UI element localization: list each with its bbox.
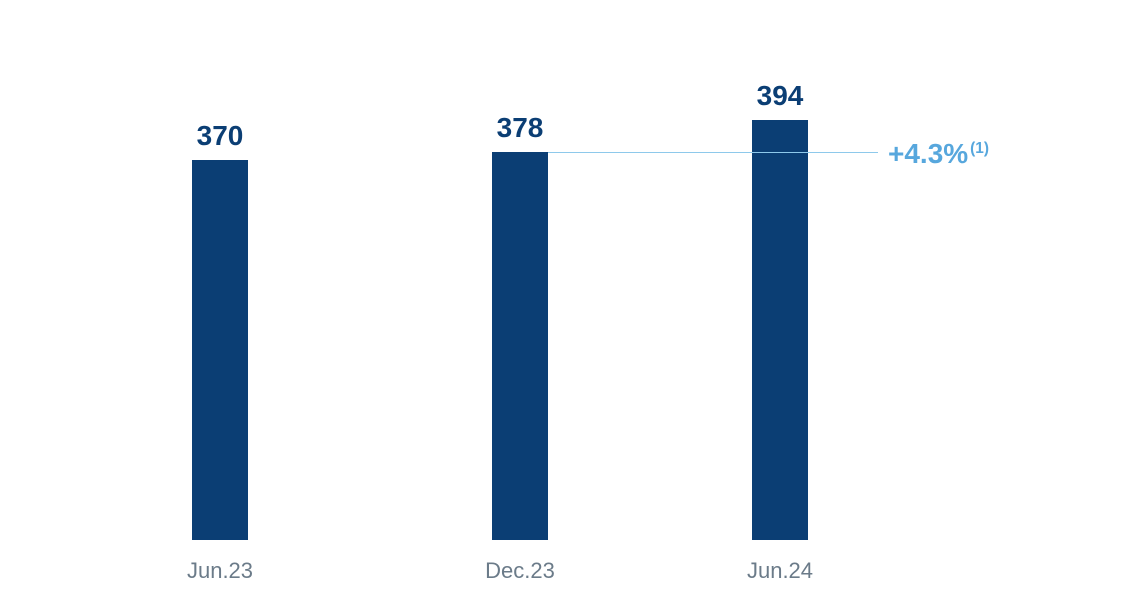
growth-indicator-line (548, 152, 878, 153)
plot-area: 370Jun.23378Dec.23394Jun.24+4.3%(1) (120, 62, 920, 540)
bar-chart: 370 Jun.23 378 Dec.23 394 Jun.24 +4.3%(1) (0, 0, 1146, 594)
x-axis-label-0: Jun.23 (187, 558, 253, 584)
growth-indicator-text: +4.3% (888, 138, 968, 169)
bar-value-label-2: 394 (757, 80, 804, 112)
bar-1 (492, 152, 548, 540)
x-axis-label-1: Dec.23 (485, 558, 555, 584)
growth-indicator-label: +4.3%(1) (888, 138, 989, 170)
bar-value-label-0: 370 (197, 120, 244, 152)
bar-2 (752, 120, 808, 540)
bar-0 (192, 160, 248, 540)
x-axis-label-2: Jun.24 (747, 558, 813, 584)
bar-value-label-1: 378 (497, 112, 544, 144)
growth-indicator-footnote: (1) (970, 140, 989, 157)
